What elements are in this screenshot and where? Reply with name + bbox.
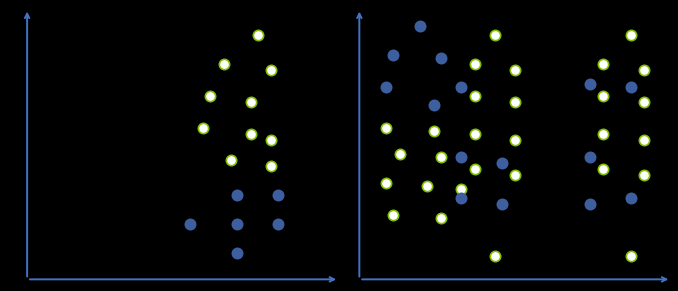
Point xyxy=(184,222,195,226)
Point xyxy=(469,166,480,171)
Point xyxy=(435,56,446,61)
Point xyxy=(388,53,399,58)
Point xyxy=(266,68,277,72)
Point xyxy=(584,155,595,159)
Point xyxy=(598,62,609,66)
Point xyxy=(266,137,277,142)
Point xyxy=(245,100,256,104)
Point xyxy=(510,137,521,142)
Point xyxy=(510,172,521,177)
Point xyxy=(496,201,507,206)
Point xyxy=(510,68,521,72)
Point xyxy=(205,94,216,98)
Point xyxy=(469,62,480,66)
Point xyxy=(435,216,446,221)
Point xyxy=(625,254,636,258)
Point xyxy=(469,132,480,136)
Point xyxy=(381,181,392,186)
Point xyxy=(435,155,446,159)
Point xyxy=(598,94,609,98)
Point xyxy=(598,132,609,136)
Point xyxy=(490,33,500,37)
Point xyxy=(198,126,209,130)
Point xyxy=(496,161,507,165)
Point xyxy=(245,132,256,136)
Point xyxy=(252,33,263,37)
Point xyxy=(395,152,405,157)
Point xyxy=(273,193,283,197)
Point xyxy=(639,68,650,72)
Point xyxy=(456,85,466,90)
Point xyxy=(422,184,433,189)
Point xyxy=(232,251,243,255)
Point xyxy=(584,201,595,206)
Point xyxy=(218,62,229,66)
Point xyxy=(639,100,650,104)
Point xyxy=(639,137,650,142)
Point xyxy=(456,196,466,200)
Point xyxy=(428,129,439,133)
Point xyxy=(232,222,243,226)
Point xyxy=(625,196,636,200)
Point xyxy=(381,126,392,130)
Point xyxy=(456,155,466,159)
Point xyxy=(381,85,392,90)
Point xyxy=(639,172,650,177)
Point xyxy=(625,85,636,90)
Point xyxy=(456,187,466,191)
Point xyxy=(388,213,399,218)
Point xyxy=(428,102,439,107)
Point xyxy=(510,100,521,104)
Point xyxy=(415,24,426,29)
Point xyxy=(273,222,283,226)
Point xyxy=(490,254,500,258)
Point xyxy=(266,164,277,168)
Point xyxy=(598,166,609,171)
Point xyxy=(469,94,480,98)
Point xyxy=(225,158,236,162)
Point xyxy=(584,82,595,87)
Point xyxy=(625,33,636,37)
Point xyxy=(232,193,243,197)
